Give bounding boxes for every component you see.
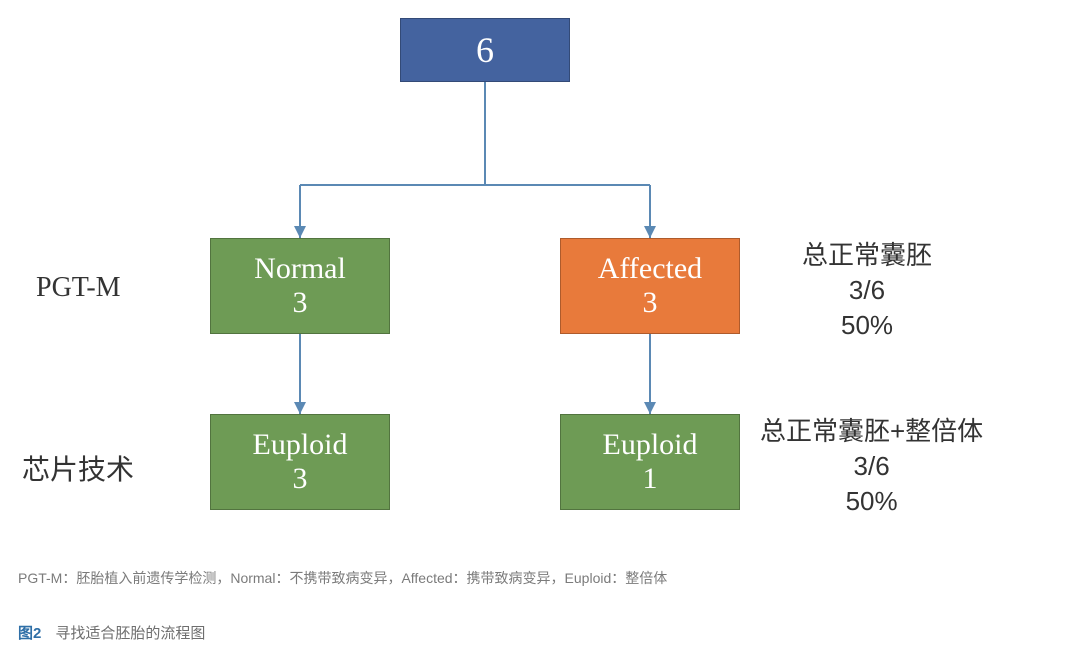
node-affected-label: Affected xyxy=(598,252,702,286)
node-euploid-right-value: 1 xyxy=(643,462,658,496)
node-normal: Normal 3 xyxy=(210,238,390,334)
node-root: 6 xyxy=(400,18,570,82)
node-euploid-right-label: Euploid xyxy=(603,428,698,462)
side-note-2: 总正常囊胚+整倍体 3/6 50% xyxy=(760,414,983,519)
node-euploid-left-label: Euploid xyxy=(253,428,348,462)
side-note-1-line2: 3/6 xyxy=(802,273,932,308)
legend-footnote: PGT-M：胚胎植入前遗传学检测，Normal：不携带致病变异，Affected… xyxy=(18,568,667,588)
figure-caption-tag: 图2 xyxy=(18,622,41,643)
row-label-chip: 芯片技术 xyxy=(22,448,134,488)
node-euploid-left: Euploid 3 xyxy=(210,414,390,510)
node-affected: Affected 3 xyxy=(560,238,740,334)
side-note-2-line1: 总正常囊胚+整倍体 xyxy=(760,414,983,449)
row-label-pgtm: PGT-M xyxy=(36,272,121,304)
side-note-1-line1: 总正常囊胚 xyxy=(802,238,932,273)
side-note-2-line2: 3/6 xyxy=(760,449,983,484)
side-note-1: 总正常囊胚 3/6 50% xyxy=(802,238,932,343)
side-note-1-line3: 50% xyxy=(802,308,932,343)
node-normal-label: Normal xyxy=(254,252,346,286)
flowchart-canvas: 6 Normal 3 Affected 3 Euploid 3 Euploid … xyxy=(0,0,1080,560)
node-euploid-right: Euploid 1 xyxy=(560,414,740,510)
figure-caption-text: 寻找适合胚胎的流程图 xyxy=(55,622,205,643)
node-root-label: 6 xyxy=(476,29,494,71)
figure-caption: 图2 寻找适合胚胎的流程图 xyxy=(18,622,205,643)
node-normal-value: 3 xyxy=(293,286,308,320)
side-note-2-line3: 50% xyxy=(760,484,983,519)
node-affected-value: 3 xyxy=(643,286,658,320)
node-euploid-left-value: 3 xyxy=(293,462,308,496)
